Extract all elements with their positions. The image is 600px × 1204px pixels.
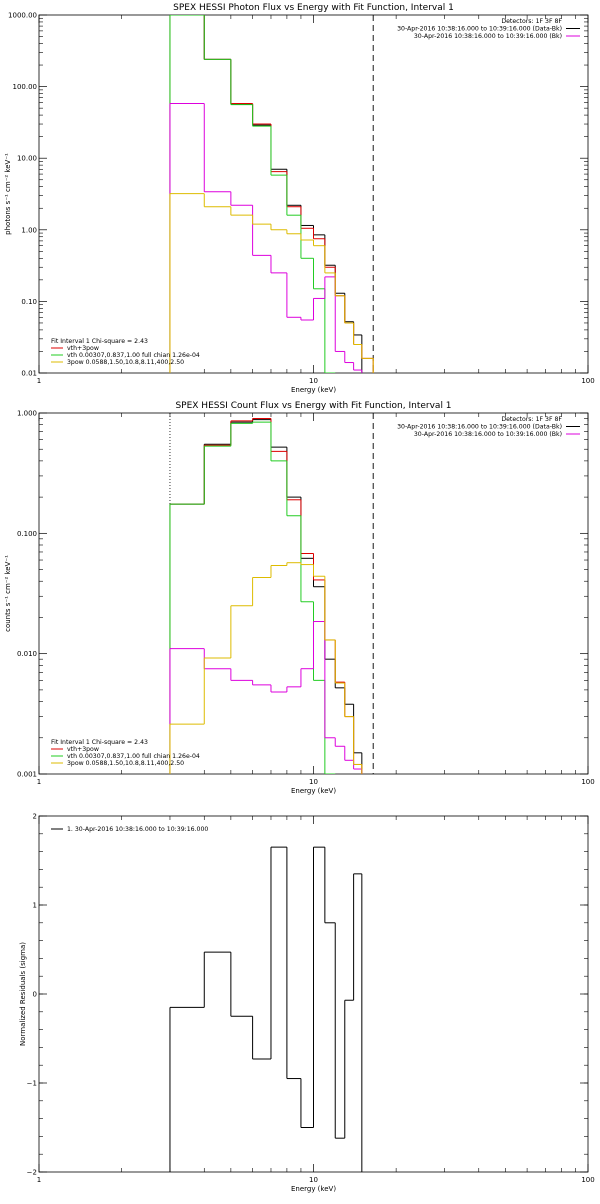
y-tick-label: 0.100	[17, 530, 37, 538]
x-axis-label: Energy (keV)	[291, 1185, 336, 1193]
x-tick-label: 1	[37, 1176, 41, 1184]
chart-panel-1: SPEX HESSI Photon Flux vs Energy with Fi…	[4, 3, 595, 394]
chart-panel-2: SPEX HESSI Count Flux vs Energy with Fit…	[4, 401, 595, 795]
y-tick-label: 2	[33, 813, 37, 821]
y-tick-label: 0	[33, 991, 37, 999]
x-axis-label: Energy (keV)	[291, 787, 336, 795]
fit-legend-entry: vth+3pow	[67, 746, 99, 753]
x-tick-label: 100	[581, 778, 594, 786]
top-legend-entry: 30-Apr-2016 10:38:16.000 to 10:39:16.000…	[397, 26, 562, 33]
fit-legend-entry: vth+3pow	[67, 345, 99, 352]
series-group	[169, 418, 363, 774]
top-legend-entry: Detectors: 1F 3F 8F	[501, 18, 562, 25]
fit-legend-header: Fit Interval 1 Chi-square = 2.43	[51, 338, 148, 345]
x-axis-label: Energy (keV)	[291, 386, 336, 394]
plot-title: SPEX HESSI Photon Flux vs Energy with Fi…	[173, 3, 454, 13]
y-tick-label: 1.000	[17, 410, 37, 418]
y-tick-label: 1000.00	[8, 12, 37, 20]
fit-legend-entry: 3pow 0.0588,1.50,10.8,8.11,400,2.50	[67, 359, 184, 366]
series-group	[169, 15, 374, 373]
x-tick-label: 10	[309, 377, 318, 385]
y-tick-label: 10.00	[17, 155, 37, 163]
plot-title: SPEX HESSI Count Flux vs Energy with Fit…	[175, 401, 451, 411]
y-tick-label: 100.00	[13, 83, 38, 91]
fit-legend-entry: 3pow 0.0588,1.50,10.8,8.11,400,2.50	[67, 760, 184, 767]
y-tick-label: −1	[27, 1080, 37, 1088]
series-group	[169, 846, 363, 1172]
y-axis-label: counts s⁻¹ cm⁻² keV⁻¹	[4, 555, 12, 632]
x-tick-label: 10	[309, 1176, 318, 1184]
top-legend-entry: Detectors: 1F 3F 8F	[501, 416, 562, 423]
residual-legend-entry: 1. 30-Apr-2016 10:38:16.000 to 10:39:16.…	[67, 826, 208, 833]
chart-panel-3: 1 10 100 Energy (keV) −2 −1 0 1 2 Normalized Resi…	[19, 813, 595, 1194]
plot-frame	[38, 412, 589, 775]
top-legend-entry: 30-Apr-2016 10:38:16.000 to 10:39:16.000…	[414, 431, 562, 438]
fit-legend-entry: vth 0.00307,0.837,1.00 full chian 1.26e-…	[67, 352, 200, 359]
y-tick-label: 1.00	[21, 226, 37, 234]
fit-legend-entry: vth 0.00307,0.837,1.00 full chian 1.26e-…	[67, 753, 200, 760]
y-axis-label: photons s⁻¹ cm⁻² keV⁻¹	[4, 153, 12, 235]
top-legend-entry: 30-Apr-2016 10:38:16.000 to 10:39:16.000…	[397, 424, 562, 431]
x-tick-label: 1	[37, 778, 41, 786]
fit-legend-header: Fit Interval 1 Chi-square = 2.43	[51, 739, 148, 746]
x-tick-label: 100	[581, 377, 594, 385]
x-tick-label: 1	[37, 377, 41, 385]
y-tick-label: 0.10	[21, 298, 37, 306]
y-tick-label: 1	[33, 902, 37, 910]
y-tick-label: 0.001	[17, 771, 37, 779]
x-tick-label: 100	[581, 1176, 594, 1184]
y-axis-label: Normalized Residuals (sigma)	[19, 942, 27, 1046]
y-tick-label: −2	[27, 1169, 37, 1177]
y-tick-label: 0.010	[17, 650, 37, 658]
x-tick-label: 10	[309, 778, 318, 786]
y-tick-label: 0.01	[21, 370, 37, 378]
top-legend-entry: 30-Apr-2016 10:38:16.000 to 10:39:16.000…	[414, 33, 562, 40]
